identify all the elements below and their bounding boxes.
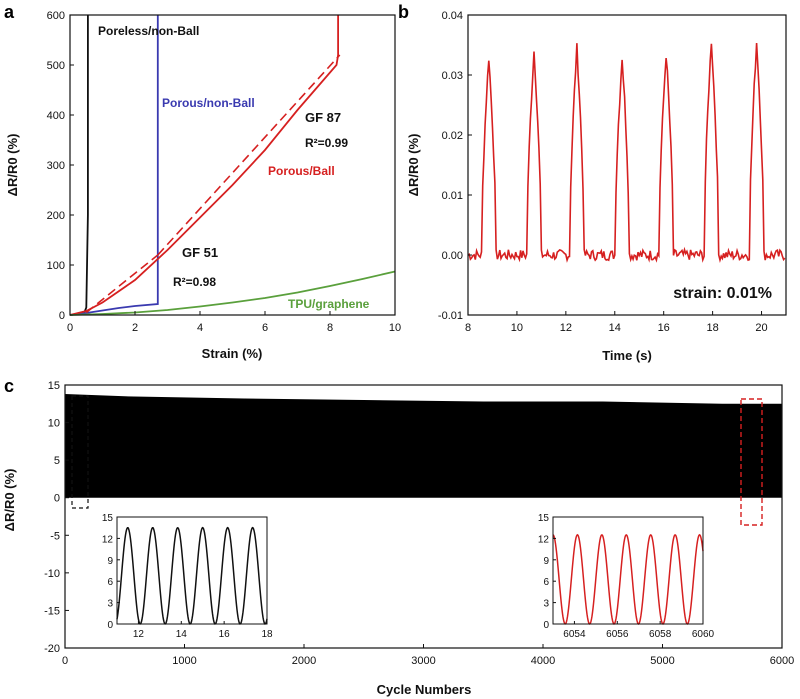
x-tick-label: 8 xyxy=(327,322,333,334)
y-tick-label: 0 xyxy=(54,493,60,505)
x-tick-label: 6058 xyxy=(649,629,672,640)
x-tick-label: 0 xyxy=(62,655,68,667)
legend-poreless: Poreless/non-Ball xyxy=(98,24,199,38)
panel-c-ylabel: ΔR/R0 (%) xyxy=(2,469,17,532)
y-tick-label: 300 xyxy=(47,160,65,172)
fit-line xyxy=(85,254,159,314)
y-tick-label: 200 xyxy=(47,210,65,222)
y-tick-label: -15 xyxy=(44,605,60,617)
panel-c-chart: 0 1000 2000 3000 4000 5000 6000-20-15-10-50510… xyxy=(2,380,794,697)
y-tick-label: 0.02 xyxy=(442,130,463,142)
inset-signal-line xyxy=(552,533,704,625)
inset-frame xyxy=(552,516,704,625)
y-tick-label: -5 xyxy=(50,530,60,542)
x-tick-label: 6054 xyxy=(563,629,586,640)
y-tick-label: 0 xyxy=(107,620,113,631)
x-tick-label: 0 xyxy=(67,322,73,334)
y-tick-label: 0.04 xyxy=(442,10,463,22)
x-tick-label: 12 xyxy=(560,322,572,334)
y-tick-label: 0 xyxy=(59,310,65,322)
y-tick-label: 6 xyxy=(107,577,113,588)
x-tick-label: 20 xyxy=(755,322,767,334)
y-tick-label: 12 xyxy=(102,534,114,545)
legend-porous-ball: Porous/Ball xyxy=(268,164,335,178)
y-tick-label: 15 xyxy=(102,513,114,524)
x-tick-label: 8 xyxy=(465,322,471,334)
x-tick-label: 18 xyxy=(261,629,273,640)
panel-a-ylabel: ΔR/R0 (%) xyxy=(5,134,20,197)
x-tick-label: 2 xyxy=(132,322,138,334)
y-tick-label: 0.01 xyxy=(442,190,463,202)
x-tick-label: 16 xyxy=(658,322,670,334)
x-tick-label: 18 xyxy=(706,322,718,334)
x-tick-label: 6 xyxy=(262,322,268,334)
inset-background xyxy=(116,516,268,625)
y-tick-label: 15 xyxy=(538,513,550,524)
panel-a-xlabel: Strain (%) xyxy=(202,346,263,361)
y-tick-label: 12 xyxy=(538,534,550,545)
series-line-strain-response xyxy=(467,42,786,263)
series-line-porous-ball xyxy=(69,15,339,316)
panel-label-c: c xyxy=(4,376,14,396)
highlight-box-start xyxy=(71,395,89,509)
panel-c-xlabel: Cycle Numbers xyxy=(377,682,472,697)
y-tick-label: -10 xyxy=(44,568,60,580)
y-tick-label: 6 xyxy=(543,577,549,588)
y-tick-label: 100 xyxy=(47,260,65,272)
x-tick-label: 6060 xyxy=(692,629,715,640)
annotation-strain: strain: 0.01% xyxy=(673,285,772,302)
panel-a-frame xyxy=(69,14,396,316)
y-tick-label: 9 xyxy=(543,556,549,567)
x-tick-label: 5000 xyxy=(650,655,674,667)
x-tick-label: 12 xyxy=(133,629,145,640)
x-tick-label: 10 xyxy=(511,322,523,334)
x-tick-label: 14 xyxy=(176,629,188,640)
series-line-porous-non-ball xyxy=(69,15,159,316)
y-tick-label: 600 xyxy=(47,10,65,22)
legend-porous-nonball: Porous/non-Ball xyxy=(162,96,255,110)
x-tick-label: 14 xyxy=(609,322,621,334)
y-tick-label: 0 xyxy=(543,620,549,631)
annotation-gf51: GF 51 xyxy=(182,245,218,260)
panel-b-chart: 8 10 12 14 16 18 20 -0.01 0.00 0.01 0.02 0.03 0.04 s… xyxy=(406,10,787,363)
series-line-tpu-graphene xyxy=(69,270,396,316)
inset-signal-line xyxy=(116,526,268,625)
x-tick-label: 1000 xyxy=(172,655,196,667)
annotation-r2-high: R²=0.99 xyxy=(305,136,348,150)
panel-label-b: b xyxy=(398,2,409,22)
annotation-gf87: GF 87 xyxy=(305,110,341,125)
panel-b-frame xyxy=(467,14,787,316)
y-tick-label: 9 xyxy=(107,556,113,567)
panel-label-a: a xyxy=(4,2,15,22)
x-tick-label: 6056 xyxy=(606,629,629,640)
y-tick-label: -20 xyxy=(44,643,60,655)
x-tick-label: 4 xyxy=(197,322,203,334)
y-tick-label: 10 xyxy=(48,418,60,430)
highlight-box-end xyxy=(740,398,763,526)
inset-frame xyxy=(116,516,268,625)
y-tick-label: 500 xyxy=(47,60,65,72)
y-tick-label: -0.01 xyxy=(438,310,463,322)
panel-b-xlabel: Time (s) xyxy=(602,348,652,363)
y-tick-label: 0.00 xyxy=(442,250,463,262)
y-tick-label: 3 xyxy=(543,599,549,610)
y-tick-label: 5 xyxy=(54,455,60,467)
annotation-r2-low: R²=0.98 xyxy=(173,275,216,289)
x-tick-label: 2000 xyxy=(292,655,316,667)
panel-b-ylabel: ΔR/R0 (%) xyxy=(406,134,421,197)
y-tick-label: 15 xyxy=(48,380,60,392)
y-tick-label: 400 xyxy=(47,110,65,122)
fit-line xyxy=(157,54,341,256)
y-tick-label: 3 xyxy=(107,599,113,610)
x-tick-label: 10 xyxy=(389,322,401,334)
x-tick-label: 6000 xyxy=(770,655,794,667)
x-tick-label: 3000 xyxy=(411,655,435,667)
legend-tpu-graphene: TPU/graphene xyxy=(288,297,370,311)
x-tick-label: 16 xyxy=(219,629,231,640)
y-tick-label: 0.03 xyxy=(442,70,463,82)
cycle-signal-band xyxy=(65,394,782,498)
x-tick-label: 4000 xyxy=(531,655,555,667)
